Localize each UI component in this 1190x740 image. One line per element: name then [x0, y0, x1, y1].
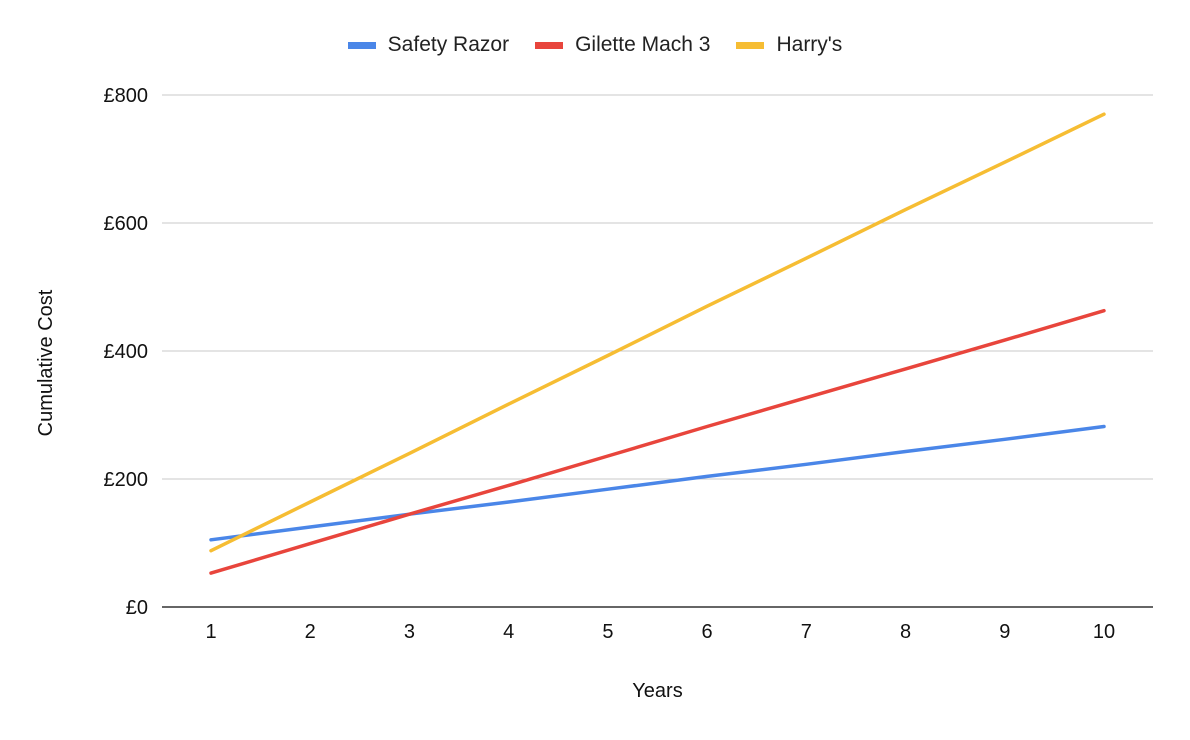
- chart-legend: Safety Razor Gilette Mach 3 Harry's: [0, 33, 1190, 57]
- x-tick-label: 5: [602, 621, 613, 643]
- legend-item-safety-razor: Safety Razor: [347, 33, 510, 57]
- y-tick-label: £600: [104, 213, 149, 235]
- y-tick-label: £800: [104, 85, 149, 107]
- gridlines: [162, 94, 1153, 480]
- y-tick-label: £0: [126, 597, 148, 619]
- legend-swatch-harrys: [736, 41, 765, 49]
- x-tick-label: 1: [205, 621, 216, 643]
- legend-swatch-gilette-mach-3: [535, 41, 564, 49]
- x-tick-label: 8: [900, 621, 911, 643]
- y-tick-label: £200: [104, 469, 149, 491]
- x-tick-label: 9: [999, 621, 1010, 643]
- y-tick-label: £400: [104, 341, 149, 363]
- series-lines: [209, 112, 1106, 575]
- series-line-safety-razor: [209, 424, 1106, 542]
- x-axis-label: Years: [632, 680, 682, 702]
- y-axis-label: Cumulative Cost: [35, 289, 57, 436]
- legend-swatch-safety-razor: [347, 41, 376, 49]
- x-tick-label: 4: [503, 621, 514, 643]
- x-tick-label: 2: [305, 621, 316, 643]
- x-tick-label: 3: [404, 621, 415, 643]
- legend-label-harrys: Harry's: [776, 33, 843, 56]
- x-tick-label: 7: [801, 621, 812, 643]
- y-tick-labels: £0 £200 £400 £600 £800: [104, 85, 149, 619]
- legend-label-gilette-mach-3: Gilette Mach 3: [575, 33, 711, 56]
- x-tick-labels: 1 2 3 4 5 6 7 8 9 10: [205, 621, 1115, 643]
- x-tick-label: 6: [702, 621, 713, 643]
- legend-item-harrys: Harry's: [736, 33, 842, 57]
- x-tick-label: 10: [1093, 621, 1115, 643]
- legend-item-gilette-mach-3: Gilette Mach 3: [535, 33, 710, 57]
- series-line-gilette-mach-3: [209, 308, 1106, 575]
- legend-label-safety-razor: Safety Razor: [387, 33, 510, 56]
- series-line-harry-s: [209, 112, 1106, 553]
